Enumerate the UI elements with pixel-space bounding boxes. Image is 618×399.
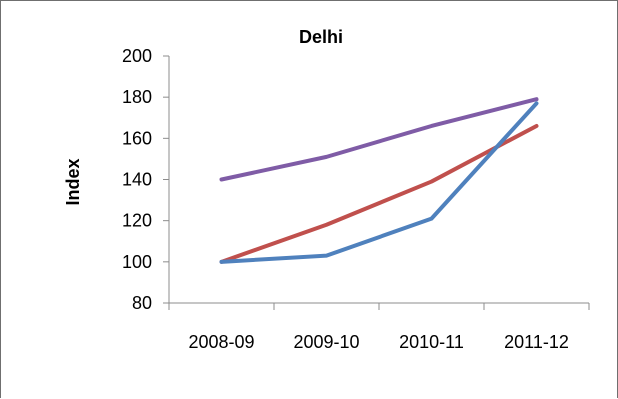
y-tick-label: 80 <box>132 293 152 313</box>
chart-series <box>221 99 536 262</box>
x-axis-ticks: 2008-09 2009-10 2010-11 2011-12 <box>169 303 589 352</box>
x-tick-label: 2009-10 <box>293 332 359 352</box>
y-tick-label: 140 <box>122 170 152 190</box>
y-tick-label: 100 <box>122 252 152 272</box>
y-tick-label: 180 <box>122 87 152 107</box>
x-tick-label: 2011-12 <box>504 332 569 352</box>
series-line-1 <box>222 99 537 179</box>
y-tick-label: 120 <box>122 211 152 231</box>
y-axis-title: Index <box>63 158 83 205</box>
x-tick-label: 2008-09 <box>188 332 254 352</box>
chart-title: Delhi <box>299 27 343 47</box>
y-axis-ticks: 80 100 120 140 160 180 200 <box>122 46 169 313</box>
series-line-2 <box>222 126 537 262</box>
series-line-3 <box>222 103 537 261</box>
y-tick-label: 160 <box>122 128 152 148</box>
x-tick-label: 2010-11 <box>399 332 464 352</box>
y-tick-label: 200 <box>122 46 152 66</box>
